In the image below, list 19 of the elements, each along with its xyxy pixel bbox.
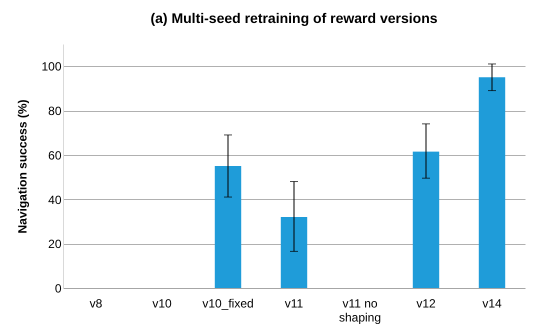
x-tick-label: v10_fixed: [202, 296, 254, 310]
bar: [412, 152, 440, 288]
bar: [478, 77, 506, 288]
x-tick-label: v8: [90, 296, 103, 310]
y-tick-label: 0: [54, 282, 62, 296]
y-tick-label: 100: [41, 60, 62, 74]
x-tick-label: v12: [416, 296, 436, 310]
chart-title: (a) Multi-seed retraining of reward versions: [150, 10, 438, 26]
y-tick-label: 80: [48, 104, 62, 118]
y-tick-label: 40: [48, 192, 62, 207]
bar: [214, 166, 242, 288]
x-tick-label: v14: [482, 296, 502, 310]
x-tick-label: v11 no shaping: [338, 296, 382, 324]
y-axis-title: Navigation success (%): [15, 99, 30, 234]
y-tick-label: 20: [48, 237, 62, 252]
x-tick-label: v11: [284, 296, 304, 310]
y-tick-label: 60: [48, 148, 62, 162]
x-tick-label: v10: [152, 296, 172, 310]
bar: [280, 217, 308, 288]
